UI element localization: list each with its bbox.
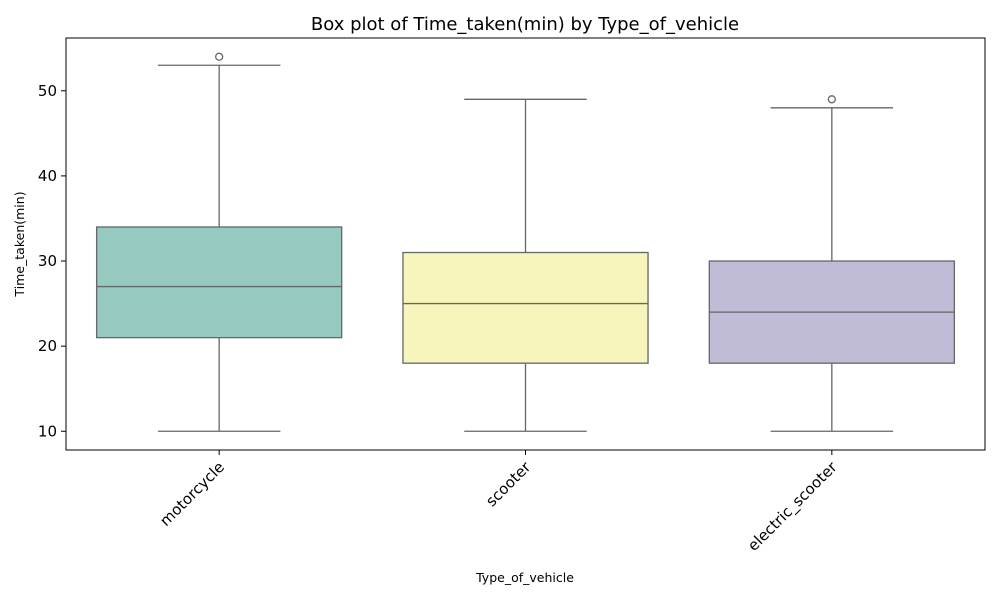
- outlier-motorcycle: [215, 52, 224, 61]
- y-tick-label-30: 30: [38, 252, 57, 270]
- box-motorcycle: [95, 226, 343, 339]
- plot-frame: [65, 37, 986, 451]
- y-tick-label-20: 20: [38, 337, 57, 355]
- box-scooter: [402, 251, 649, 364]
- chart-title: Box plot of Time_taken(min) by Type_of_v…: [311, 14, 739, 35]
- x-tick-label-electric_scooter: electric_scooter: [744, 458, 842, 556]
- x-axis-label: Type_of_vehicle: [475, 570, 574, 585]
- x-tick-label-motorcycle: motorcycle: [156, 458, 228, 530]
- y-tick-label-40: 40: [38, 167, 57, 185]
- y-tick-label-50: 50: [38, 82, 57, 100]
- y-axis-label: Time_taken(min): [12, 191, 27, 297]
- x-tick-label-scooter: scooter: [482, 458, 535, 511]
- plot-area: motorcycle scooter electric_scooter 10 20 30 4…: [38, 37, 986, 556]
- outlier-electric_scooter: [827, 95, 836, 104]
- y-tick-label-10: 10: [38, 422, 57, 440]
